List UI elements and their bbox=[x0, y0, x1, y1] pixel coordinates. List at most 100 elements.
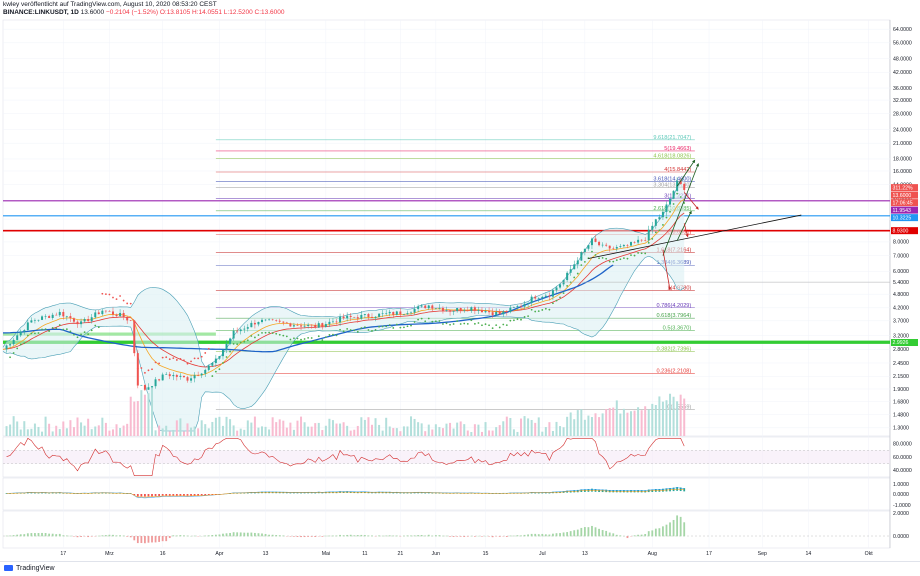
candle-body bbox=[137, 353, 139, 385]
sar-dot bbox=[148, 369, 150, 371]
momentum-bar bbox=[439, 535, 441, 536]
sar-dot bbox=[23, 342, 25, 344]
candle-body bbox=[502, 311, 504, 314]
macd-tick-label: 1.0000 bbox=[893, 482, 909, 488]
macd-histogram-bar bbox=[169, 494, 171, 496]
sar-dot bbox=[162, 357, 164, 359]
momentum-bar bbox=[513, 536, 515, 537]
volume-bar bbox=[414, 419, 416, 436]
momentum-bar bbox=[648, 531, 650, 536]
momentum-bar bbox=[126, 536, 128, 537]
momentum-bar bbox=[183, 535, 185, 536]
volume-bar bbox=[431, 429, 433, 436]
volume-bar bbox=[87, 419, 89, 436]
price-badge-label: 8.9300 bbox=[893, 228, 909, 234]
momentum-bar bbox=[27, 533, 29, 536]
candle-body bbox=[13, 340, 15, 344]
sar-dot bbox=[623, 257, 625, 259]
footer-brand[interactable]: TradingView bbox=[16, 565, 55, 572]
volume-bar bbox=[655, 405, 657, 436]
price-tick-label: 18.0000 bbox=[893, 157, 912, 163]
volume-bar bbox=[172, 430, 174, 436]
momentum-bar bbox=[123, 536, 125, 537]
sar-dot bbox=[591, 251, 593, 253]
candle-body bbox=[55, 315, 57, 316]
volume-bar bbox=[673, 397, 675, 436]
sar-dot bbox=[318, 335, 320, 337]
volume-bar bbox=[194, 426, 196, 436]
sar-dot bbox=[545, 308, 547, 310]
sar-dot bbox=[463, 323, 465, 325]
volume-bar bbox=[353, 430, 355, 436]
candle-body bbox=[105, 311, 107, 312]
volume-bar bbox=[463, 424, 465, 436]
volume-bar bbox=[616, 400, 618, 436]
sar-dot bbox=[155, 361, 157, 363]
momentum-bar bbox=[261, 533, 263, 536]
sar-dot bbox=[194, 357, 196, 359]
volume-bar bbox=[289, 423, 291, 436]
volume-bar bbox=[658, 396, 660, 436]
momentum-bar bbox=[431, 536, 433, 537]
momentum-bar bbox=[109, 535, 111, 537]
momentum-bar bbox=[140, 536, 142, 543]
sar-dot bbox=[240, 342, 242, 344]
sar-dot bbox=[105, 293, 107, 295]
sar-dot bbox=[520, 319, 522, 321]
sar-dot bbox=[627, 258, 629, 260]
candle-body bbox=[52, 315, 54, 318]
macd-pane bbox=[3, 478, 890, 510]
volume-bar bbox=[623, 409, 625, 436]
tradingview-logo-icon[interactable] bbox=[4, 565, 13, 571]
candle-body bbox=[91, 317, 93, 321]
sar-dot bbox=[619, 258, 621, 260]
momentum-bar bbox=[577, 530, 579, 537]
volume-bar bbox=[665, 400, 667, 436]
momentum-bar bbox=[222, 534, 224, 537]
volume-bar bbox=[513, 429, 515, 436]
volume-bar bbox=[534, 423, 536, 436]
momentum-bar bbox=[194, 536, 196, 537]
candle-body bbox=[229, 338, 231, 343]
candle-body bbox=[360, 315, 362, 319]
volume-bar bbox=[91, 429, 93, 436]
candle-body bbox=[623, 245, 625, 246]
chart-canvas[interactable]: 64.000056.000048.000042.000036.000032.00… bbox=[0, 0, 920, 561]
candle-body bbox=[307, 325, 309, 326]
sar-dot bbox=[215, 371, 217, 373]
sar-dot bbox=[442, 323, 444, 325]
candle-body bbox=[435, 308, 437, 309]
sar-dot bbox=[336, 334, 338, 336]
momentum-bar bbox=[112, 535, 114, 536]
volume-bar bbox=[626, 413, 628, 436]
volume-bar bbox=[442, 428, 444, 436]
volume-bar bbox=[222, 426, 224, 436]
sar-dot bbox=[378, 326, 380, 328]
candle-body bbox=[410, 313, 412, 314]
candle-body bbox=[673, 191, 675, 199]
volume-bar bbox=[360, 417, 362, 436]
candle-body bbox=[378, 314, 380, 317]
sar-dot bbox=[300, 339, 302, 341]
fib-level-label: 3.618(14.4600) bbox=[653, 176, 691, 182]
volume-bar bbox=[417, 422, 419, 436]
candle-body bbox=[282, 322, 284, 323]
price-tick-label: 4.2000 bbox=[893, 306, 909, 312]
sar-dot bbox=[513, 319, 515, 321]
candle-body bbox=[353, 317, 355, 318]
volume-bar bbox=[367, 417, 369, 436]
momentum-bar bbox=[641, 535, 643, 537]
momentum-bar bbox=[236, 532, 238, 536]
sar-dot bbox=[13, 352, 15, 354]
sar-dot bbox=[314, 340, 316, 342]
candle-body bbox=[233, 331, 235, 339]
sar-dot bbox=[325, 336, 327, 338]
sar-dot bbox=[219, 368, 221, 370]
volume-bar bbox=[116, 424, 118, 436]
momentum-bar bbox=[272, 535, 274, 537]
volume-bar bbox=[548, 422, 550, 436]
volume-bar bbox=[346, 426, 348, 436]
momentum-bar bbox=[602, 530, 604, 536]
sar-dot bbox=[236, 343, 238, 345]
momentum-tick-label: 0.0000 bbox=[893, 534, 909, 540]
